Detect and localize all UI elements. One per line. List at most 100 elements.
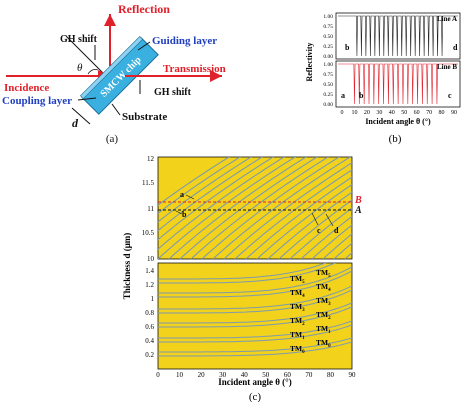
- tm-mode-label: TM5: [316, 268, 331, 279]
- mode-curve: [158, 157, 286, 250]
- mode-curve: [344, 251, 352, 259]
- panel-c-y-tick: 0.2: [145, 351, 154, 359]
- caption-a: (a): [106, 133, 119, 145]
- tm-mode-sub: 2: [328, 316, 331, 321]
- tm-mode-sub: 1: [328, 330, 331, 335]
- mode-curve: [158, 320, 352, 339]
- mode-curve: [300, 215, 352, 259]
- te-mode-sub: 5: [302, 280, 305, 285]
- panel-b-mark: c: [448, 91, 452, 100]
- mark-d-pointer: [325, 213, 334, 227]
- tm-mode-sub: 0: [328, 344, 331, 349]
- transmission-label: Transmission: [163, 63, 226, 75]
- panel-c-x-tick: 80: [327, 371, 335, 379]
- mode-curve: [378, 149, 474, 259]
- panel-b-y-tick: 0.25: [323, 44, 333, 50]
- panel-c-xlabel: Incident angle θ (°): [218, 377, 292, 387]
- line-a-label: Line A: [437, 15, 457, 23]
- d-bracket: [71, 107, 91, 125]
- te-mode-label: TM2: [290, 316, 305, 327]
- theta-label: θ: [77, 62, 83, 74]
- panel-c-x-tick: 0: [156, 371, 160, 379]
- mode-curve: [158, 337, 352, 353]
- guiding-layer-pointer: [137, 41, 151, 51]
- panel-c-y-tick: 1.2: [145, 281, 154, 289]
- panel-b-xlabel: Incident angle θ (°): [365, 117, 431, 126]
- mode-curve: [356, 149, 474, 259]
- panel-b: 1.00 0.75 0.50 0.25 0.00 1.00 0.75 0.50 0.25 0.00…: [305, 12, 461, 145]
- mode-curve: [411, 149, 474, 259]
- panel-c-y-tick: 1.4: [145, 267, 154, 275]
- theta-arc: [87, 69, 99, 75]
- te-mode-label: TM1: [290, 330, 305, 341]
- panel-c-mark: d: [334, 226, 339, 235]
- tm-mode-sub: 5: [328, 274, 331, 279]
- panel-c-y-tick: 0.4: [145, 337, 154, 345]
- panel-c-x-tick: 40: [241, 371, 249, 379]
- d-label: d: [72, 116, 79, 130]
- mode-curve: [289, 207, 352, 259]
- panel-b-mark: a: [341, 91, 345, 100]
- panel-c-x-tick: 70: [305, 371, 313, 379]
- guiding-layer-label: Guiding layer: [152, 35, 217, 47]
- substrate-label: Substrate: [122, 111, 167, 123]
- panel-b-x-tick: 60: [414, 110, 420, 116]
- panel-c-mark: a: [180, 190, 184, 199]
- panel-b-y-tick: 1.00: [323, 62, 333, 68]
- panel-c-ylabel: Thickness d (μm): [122, 233, 132, 300]
- label-b: B: [354, 195, 362, 206]
- te-mode-sub: 3: [302, 308, 305, 313]
- mode-curve: [158, 157, 231, 206]
- mode-curve: [433, 149, 474, 259]
- te-mode-label: TM4: [290, 288, 305, 299]
- mode-curve: [389, 149, 474, 259]
- te-mode-sub: 0: [302, 350, 305, 355]
- line-b-trace: [338, 63, 458, 105]
- mode-curve: [267, 191, 352, 259]
- substrate-pointer: [111, 103, 121, 116]
- panel-b-mark: b: [359, 91, 364, 100]
- coupling-layer-pointer: [77, 97, 97, 101]
- mode-curve: [158, 270, 352, 298]
- mode-curve: [256, 183, 352, 259]
- panel-c-y-ticks: 12 11.5 11 10.5 10 1.4 1.2 1 0.8 0.6 0.4 0.2: [142, 155, 155, 359]
- tm-mode-label: TM3: [316, 296, 331, 307]
- mode-curve: [158, 157, 264, 232]
- caption-c: (c): [249, 391, 262, 402]
- normal-line: [65, 35, 107, 77]
- mode-curve: [158, 157, 242, 214]
- mark-c-pointer: [311, 212, 319, 226]
- caption-b: (b): [389, 133, 402, 145]
- panel-b-mark: b: [345, 43, 350, 52]
- mode-curve: [234, 169, 352, 259]
- mode-curve: [168, 157, 308, 259]
- panel-c-y-tick: 0.6: [145, 323, 154, 331]
- mode-curve: [158, 341, 352, 357]
- label-a: A: [354, 205, 362, 216]
- panel-a: Reflection GH shift θ Incidence SMCW chi…: [2, 2, 226, 145]
- mode-curve: [201, 157, 341, 259]
- te-mode-sub: 1: [302, 336, 305, 341]
- panel-c-x-tick: 30: [219, 371, 227, 379]
- te-mode-label: TM3: [290, 302, 305, 313]
- mode-curve: [158, 306, 352, 328]
- panel-c-x-ticks: 0 10 20 30 40 50 60 70 80 90: [156, 371, 356, 379]
- panel-b-y-tick: 0.75: [323, 72, 333, 78]
- mode-curve: [158, 285, 352, 310]
- mode-curve: [422, 149, 474, 259]
- panel-b-y-ticks: 1.00 0.75 0.50 0.25 0.00 1.00 0.75 0.50 0.25 0.00: [323, 14, 333, 108]
- mode-curve: [367, 149, 474, 259]
- panel-b-x-tick: 10: [351, 110, 357, 116]
- mark-b-pointer: [175, 210, 183, 215]
- te-mode-label: TM5: [290, 274, 305, 285]
- line-a-trace: [338, 15, 458, 57]
- mode-curve: [158, 263, 337, 284]
- panel-b-mark: d: [453, 43, 458, 52]
- panel-c-y-tick: 12: [147, 155, 155, 163]
- mark-a-pointer: [185, 194, 195, 200]
- panel-b-ylabel: Reflectivity: [305, 42, 314, 81]
- mode-curve: [158, 157, 253, 223]
- mode-curve: [158, 157, 275, 241]
- panel-b-x-tick: 30: [376, 110, 382, 116]
